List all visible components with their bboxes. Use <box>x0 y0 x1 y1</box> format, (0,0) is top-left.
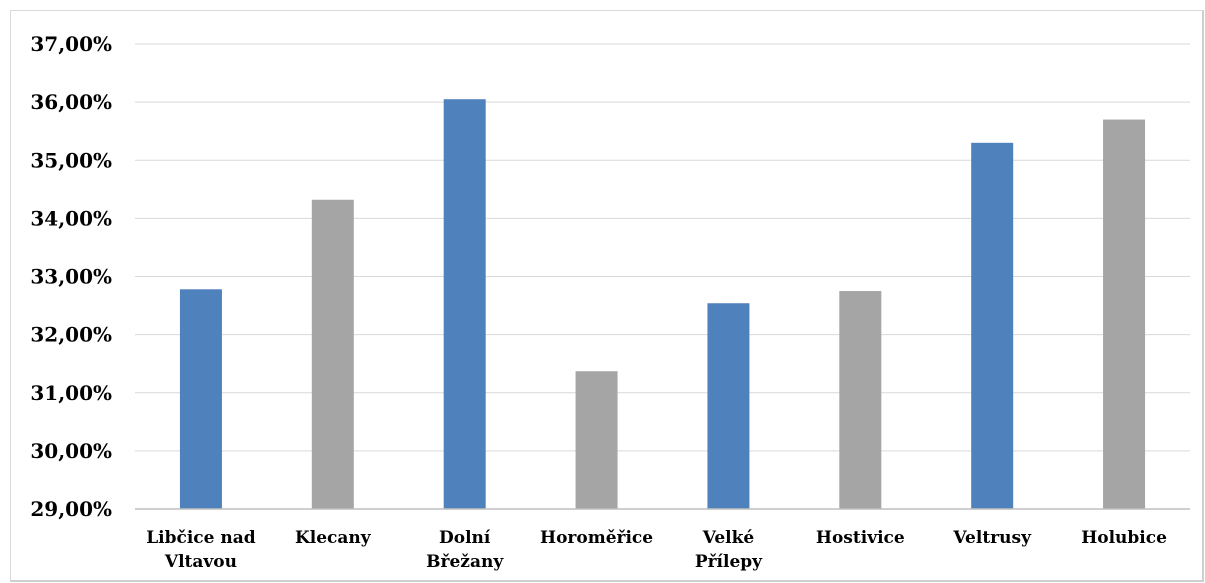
x-category-label-line: Veltrusy <box>952 528 1032 548</box>
bar <box>707 303 750 509</box>
bar <box>971 142 1014 509</box>
bar <box>311 199 354 509</box>
bars <box>179 99 1146 509</box>
x-category-label: Veltrusy <box>952 528 1032 548</box>
x-category-label-line: Hostivice <box>816 528 905 548</box>
x-category-label-line: Přílepy <box>695 552 763 572</box>
x-category-label: Horoměřice <box>540 528 653 548</box>
x-category-label: Velké Přílepy <box>695 528 763 572</box>
gridlines <box>135 43 1190 452</box>
x-category-label-line: Horoměřice <box>540 528 653 548</box>
x-category-label: Libčice nad Vltavou <box>146 528 256 572</box>
bar <box>443 99 486 509</box>
y-tick-label: 30,00% <box>30 439 112 463</box>
x-category-label: Holubice <box>1081 528 1167 548</box>
x-category-label: Hostivice <box>816 528 905 548</box>
bar <box>839 291 882 509</box>
x-category-label-line: Holubice <box>1081 528 1167 548</box>
x-category-label-line: Vltavou <box>164 552 237 572</box>
y-tick-label: 33,00% <box>30 265 112 289</box>
y-tick-label: 32,00% <box>30 323 112 347</box>
y-axis-tick-labels: 29,00% 30,00% 31,00% 32,00% 33,00% 34,00% 35,0… <box>30 32 112 521</box>
y-tick-label: 29,00% <box>30 497 112 521</box>
x-category-label-line: Klecany <box>295 528 372 548</box>
y-tick-label: 35,00% <box>30 148 112 172</box>
y-tick-label: 37,00% <box>30 32 112 56</box>
y-tick-label: 31,00% <box>30 381 112 405</box>
x-category-label-line: Dolní <box>439 528 491 548</box>
x-axis-category-labels: Libčice nad Vltavou Klecany Dolní Břežany Hor… <box>146 528 1167 572</box>
bar <box>1103 119 1146 509</box>
bar <box>179 289 222 509</box>
x-category-label-line: Velké <box>702 528 755 548</box>
x-category-label: Dolní Břežany <box>426 528 504 572</box>
bar <box>575 371 618 509</box>
y-tick-label: 34,00% <box>30 206 112 230</box>
x-category-label-line: Libčice nad <box>146 528 256 548</box>
x-category-label: Klecany <box>295 528 372 548</box>
x-category-label-line: Břežany <box>426 552 504 572</box>
y-tick-label: 36,00% <box>30 90 112 114</box>
